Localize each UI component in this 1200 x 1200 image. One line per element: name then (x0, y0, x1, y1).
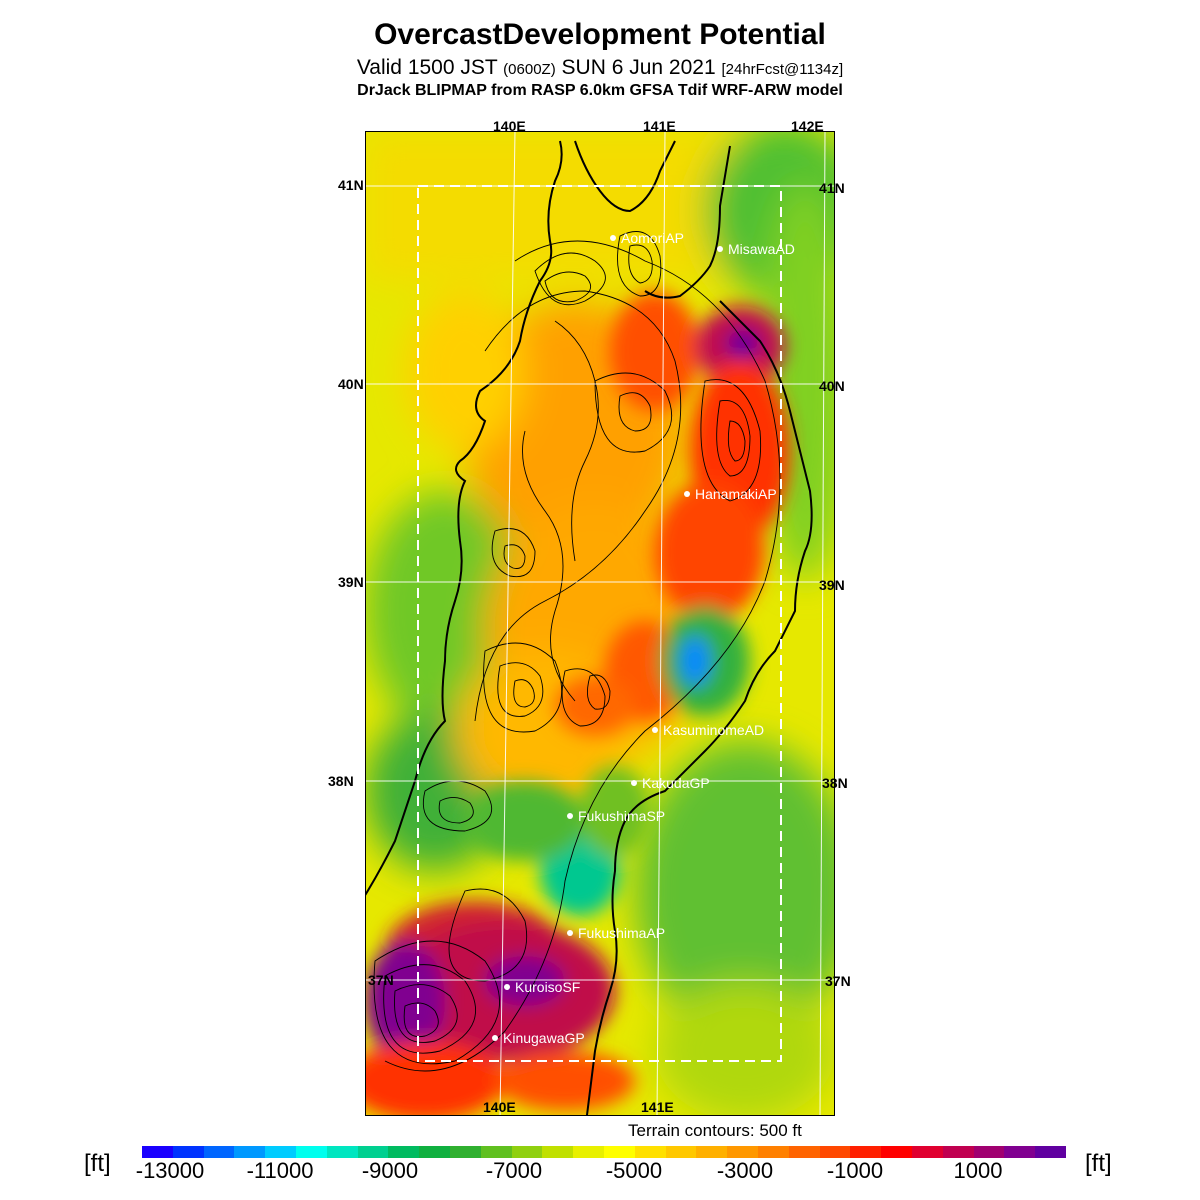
colorbar-swatch (757, 1146, 789, 1158)
colorbar-label: -1000 (826, 1158, 884, 1183)
coastline (365, 140, 813, 1116)
lon-label-top: 142E (791, 118, 824, 134)
colorbar-label: -11000 (246, 1158, 314, 1183)
station-dot-kasuminomead (652, 727, 658, 733)
colorbar-swatch (696, 1146, 728, 1158)
station-dot-hanamakiap (684, 491, 690, 497)
terrain-contours-note: Terrain contours: 500 ft (628, 1121, 802, 1140)
colorbar-swatch (419, 1146, 450, 1158)
lon-label-bottom: 141E (641, 1099, 674, 1115)
colorbar-swatch (480, 1146, 512, 1158)
station-dot-kinugawagp (492, 1035, 498, 1041)
colorbar-swatch (665, 1146, 697, 1158)
colorbar-swatch (819, 1146, 851, 1158)
colorbar-swatch (788, 1146, 820, 1158)
colorbar-swatch (542, 1146, 574, 1158)
colorbar-swatch (234, 1146, 266, 1158)
colorbar-swatch (850, 1146, 882, 1158)
meridian-140e (499, 131, 516, 1116)
station-dot-fukushimasp (567, 813, 573, 819)
valid-date: SUN 6 Jun 2021 (555, 56, 722, 79)
colorbar-label: 1000 (953, 1158, 1003, 1183)
station-labels: AomoriAP MisawaAD HanamakiAP KasuminomeA… (503, 230, 795, 1046)
colorbar-swatch (265, 1146, 296, 1158)
meridian-141e (656, 131, 666, 1116)
colorbar-swatch (326, 1146, 358, 1158)
lon-label-bottom: 140E (483, 1099, 516, 1115)
colorbar-swatch (603, 1146, 635, 1158)
colorbar-label: -5000 (605, 1158, 663, 1183)
lat-label-left: 38N (328, 773, 354, 789)
station-dot-fukushimaap (567, 930, 573, 936)
forecast-map: AomoriAP MisawaAD HanamakiAP KasuminomeA… (365, 131, 835, 1116)
lat-label-right: 41N (819, 180, 845, 196)
forecast-map-canvas: AomoriAP MisawaAD HanamakiAP KasuminomeA… (365, 131, 835, 1116)
meridian-142e (819, 131, 826, 1116)
colorbar-swatch (357, 1146, 389, 1158)
colorbar-swatch (573, 1146, 604, 1158)
colorbar-swatch (142, 1146, 173, 1158)
valid-label: Valid 1500 JST (356, 56, 504, 79)
lat-label-right: 37N (825, 973, 851, 989)
colorbar (142, 1146, 1066, 1158)
station-label: KinugawaGP (503, 1030, 585, 1046)
colorbar-unit-right: [ft] (1085, 1150, 1112, 1177)
colorbar-swatch (911, 1146, 943, 1158)
lat-label-left: 41N (338, 177, 364, 193)
station-label: KuroisoSF (515, 979, 580, 995)
station-label: MisawaAD (728, 241, 795, 257)
colorbar-swatch (388, 1146, 420, 1158)
station-dot-kakudagp (631, 780, 637, 786)
lon-label-top: 141E (643, 118, 676, 134)
lat-label-left: 37N (368, 972, 394, 988)
colorbar-swatch (634, 1146, 666, 1158)
station-dot-misawaad (717, 246, 723, 252)
station-label: FukushimaSP (578, 808, 665, 824)
colorbar-swatch (203, 1146, 235, 1158)
lat-label-left: 40N (338, 376, 364, 392)
station-dot-aomoriap (610, 235, 616, 241)
colorbar-unit-left: [ft] (84, 1150, 111, 1177)
lat-label-right: 39N (819, 577, 845, 593)
colorbar-label: -13000 (135, 1158, 205, 1183)
forecast-label: [24hrFcst@1134z] (721, 61, 844, 78)
map-title: OvercastDevelopment Potential (374, 18, 826, 51)
lat-label-right: 40N (819, 378, 845, 394)
valid-utc: (0600Z) (503, 61, 556, 78)
colorbar-swatch (973, 1146, 1005, 1158)
model-description: DrJack BLIPMAP from RASP 6.0km GFSA Tdif… (357, 82, 843, 99)
station-label: FukushimaAP (578, 925, 665, 941)
colorbar-swatch (727, 1146, 758, 1158)
station-markers (492, 235, 723, 1041)
field-detail (365, 291, 790, 1116)
colorbar-label: -3000 (716, 1158, 774, 1183)
map-frame (365, 131, 835, 1116)
colorbar-label: -7000 (485, 1158, 543, 1183)
terrain-contours (373, 231, 781, 1072)
colorbar-swatch (511, 1146, 543, 1158)
lat-label-left: 39N (338, 574, 364, 590)
lon-label-top: 140E (493, 118, 526, 134)
lat-label-right: 38N (822, 775, 848, 791)
station-label: KasuminomeAD (663, 722, 764, 738)
domain-box (417, 185, 782, 1062)
colorbar-label: -9000 (361, 1158, 419, 1183)
station-dot-kuroisosf (504, 984, 510, 990)
station-label: AomoriAP (621, 230, 684, 246)
colorbar-swatch (295, 1146, 327, 1158)
station-label: HanamakiAP (695, 486, 777, 502)
colorbar-swatch (942, 1146, 974, 1158)
colorbar-swatch (1004, 1146, 1036, 1158)
colorbar-swatch (881, 1146, 912, 1158)
station-label: KakudaGP (642, 775, 710, 791)
colorbar-swatch (449, 1146, 481, 1158)
valid-time: Valid 1500 JST (0600Z) SUN 6 Jun 2021 [2… (0, 56, 1200, 80)
colorbar-swatch (172, 1146, 204, 1158)
colorbar-swatch (1035, 1146, 1066, 1158)
